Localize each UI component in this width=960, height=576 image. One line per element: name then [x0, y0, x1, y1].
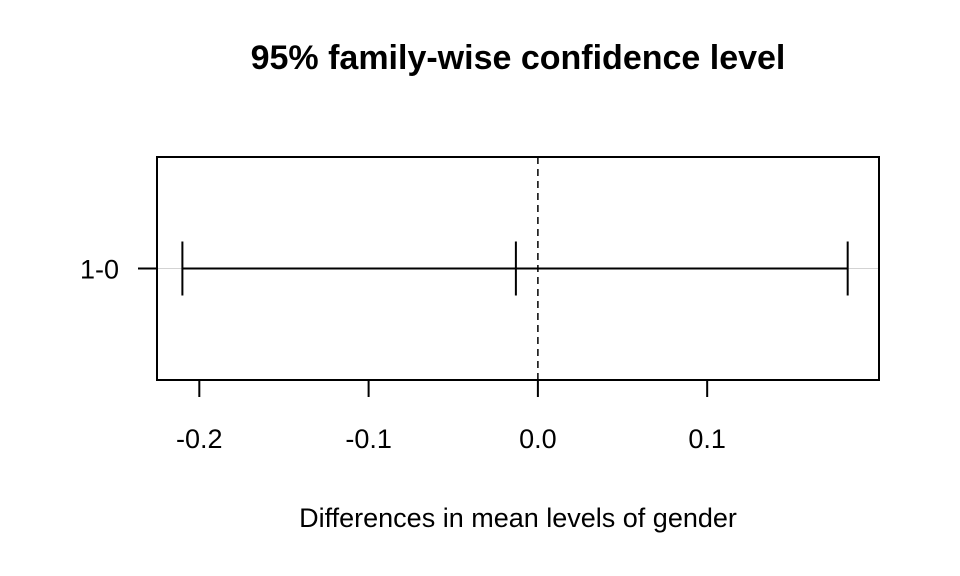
x-tick-label: 0.1 [688, 424, 726, 454]
x-axis: -0.2 -0.1 0.0 0.1 [176, 379, 726, 454]
chart-title: 95% family-wise confidence level [251, 39, 786, 77]
confidence-interval [181, 241, 849, 296]
x-tick-label: -0.1 [345, 424, 392, 454]
plot-area [157, 157, 879, 380]
x-axis-label: Differences in mean levels of gender [299, 503, 737, 533]
x-tick-label: 0.0 [519, 424, 557, 454]
x-tick-label: -0.2 [176, 424, 223, 454]
y-tick-label: 1-0 [80, 255, 119, 285]
y-axis: 1-0 [80, 255, 157, 285]
